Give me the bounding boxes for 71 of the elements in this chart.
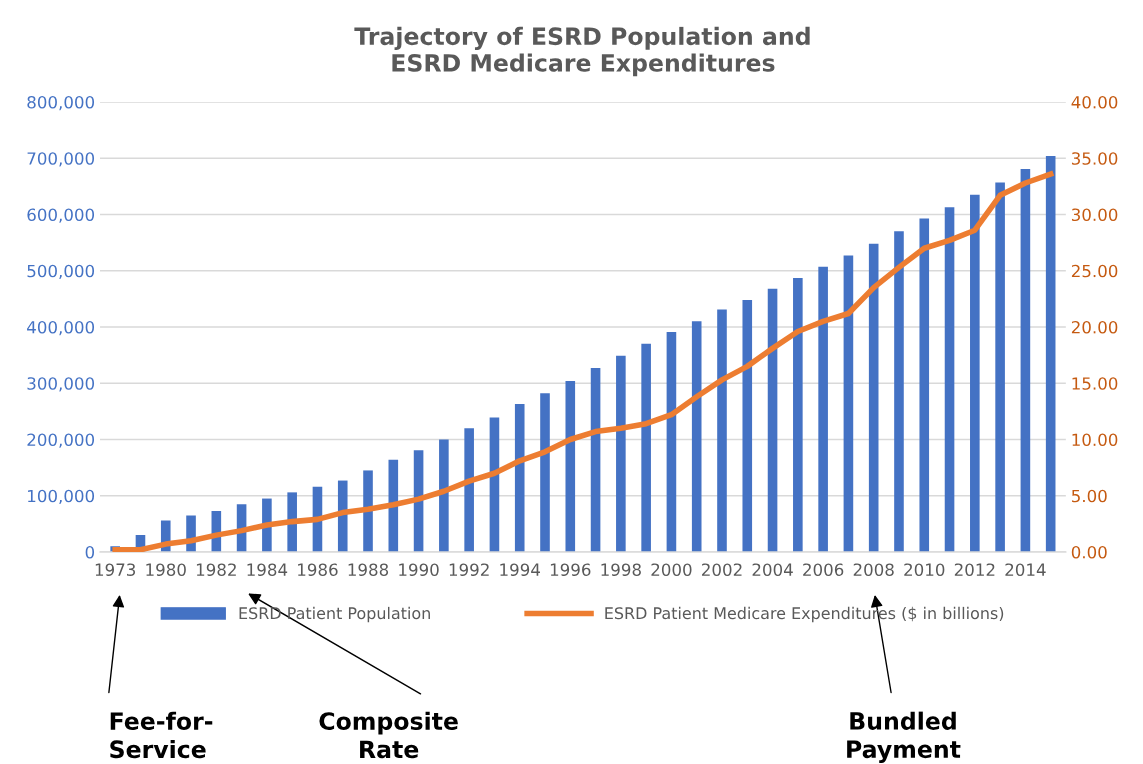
chart-title: Trajectory of ESRD Population and ESRD Medicare Expenditures [354,26,810,77]
y-tick-label: 0 [85,545,95,559]
y2-tick-label: 35.00 [1071,152,1118,165]
bar [590,368,601,552]
y2-tick-label: 40.00 [1071,95,1118,109]
x-tick-label: 2014 [1005,563,1046,576]
bar [439,439,449,552]
y2-tick-label: 30.00 [1071,208,1118,222]
bar [818,266,828,552]
bar [843,255,854,552]
y-tick-label: 500,000 [27,264,95,280]
x-tick-label: 2008 [853,563,894,576]
bar [691,321,702,552]
y2-tick-label: 15.00 [1072,377,1118,390]
y2-tick-label: 20.00 [1071,320,1118,334]
x-tick-label: 1998 [601,563,641,576]
bar [944,207,955,552]
y-tick-label: 400,000 [27,320,95,336]
x-tick-label: 1994 [500,563,540,576]
bar [1045,155,1056,552]
bar [388,459,399,552]
y2-tick-label: 5.00 [1072,489,1107,503]
y2-tick-label: 25.00 [1071,264,1118,278]
y-tick-label: 100,000 [28,489,95,505]
text: Bundled Payment [847,711,961,763]
bar [337,480,348,552]
bar [540,393,550,552]
text: Composite Rate [319,711,458,759]
bar [717,309,727,552]
bar [363,470,373,552]
x-tick-label: 1996 [550,563,591,576]
bar [464,428,474,552]
bar [767,288,778,552]
text: Fee-for- Service [110,711,213,759]
bar [262,498,272,552]
bar [514,404,525,552]
x-tick-label: 2012 [954,563,995,576]
bar [666,332,677,552]
x-tick-label: 2006 [803,563,844,576]
x-tick-label: 1992 [449,563,489,576]
bar [565,380,576,552]
y-tick-label: 300,000 [27,377,95,392]
x-tick-label: 1982 [196,563,236,576]
x-tick-label: 1980 [146,563,186,576]
bar [616,355,626,552]
y-tick-label: 800,000 [27,95,95,111]
legend-label: ESRD Patient Population [239,606,430,623]
bar [894,231,904,552]
bar [742,299,753,552]
y2-tick-label: 0.00 [1071,545,1107,559]
x-tick-label: 2010 [904,563,945,576]
y-tick-label: 700,000 [27,152,95,167]
bar [1020,168,1031,552]
bar [970,194,980,552]
bar [995,182,1005,552]
bar [287,492,297,552]
y-tick-label: 200,000 [27,433,95,448]
bar [919,218,930,552]
y-tick-label: 600,000 [27,208,95,223]
x-tick-label: 1990 [399,563,439,576]
x-tick-label: 1986 [298,563,338,576]
x-tick-label: 2002 [702,563,742,576]
x-tick-label: 1973 [95,563,136,576]
y2-tick-label: 10.00 [1072,433,1118,447]
bar [641,343,651,552]
x-tick-label: 2004 [752,563,793,576]
x-tick-label: 2000 [651,563,692,576]
bar [868,243,879,552]
x-tick-label: 1984 [247,563,288,576]
x-tick-label: 1988 [348,563,389,576]
bar [793,278,803,552]
